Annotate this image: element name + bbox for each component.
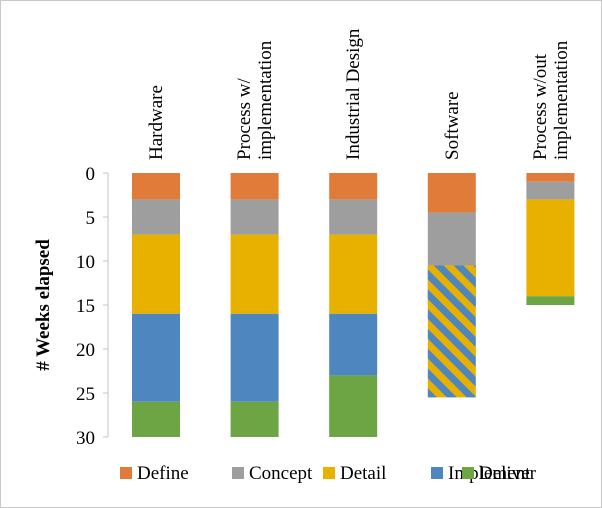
bar-segment-concept — [230, 199, 279, 235]
bar-segment-concept — [526, 181, 575, 200]
y-tick-label: 10 — [76, 252, 95, 273]
bar-segment-define — [526, 173, 575, 182]
bar-segment-concept — [329, 199, 378, 235]
bar-segment-deliver — [132, 401, 180, 437]
bar-segment-implement — [329, 313, 378, 376]
bar-segment-detail — [132, 234, 180, 314]
bar-segment-deliver — [329, 375, 378, 437]
legend-label-deliver: Deliver — [479, 463, 537, 484]
legend-label-concept: Concept — [249, 463, 313, 484]
y-tick-label: 15 — [76, 296, 95, 317]
y-axis-title: # Weeks elapsed — [33, 239, 54, 371]
y-tick-label: 30 — [76, 428, 95, 449]
legend-label-detail: Detail — [340, 463, 386, 484]
bar-segment-detail — [526, 199, 575, 297]
legend-swatch-define — [120, 467, 132, 479]
bar-segment-implement — [132, 313, 180, 402]
category-label: Industrial Design — [343, 28, 364, 160]
legend-swatch-implement — [431, 467, 443, 479]
category-label: Process w/out — [530, 53, 551, 160]
y-tick-label: 5 — [86, 208, 96, 229]
bar-segment-striped — [427, 265, 476, 398]
bar-segment-concept — [132, 199, 180, 235]
category-label: Hardware — [146, 85, 167, 160]
bar-segment-define — [329, 173, 378, 200]
y-tick-label: 20 — [76, 340, 95, 361]
bar-segment-implement — [230, 313, 279, 402]
category-label: implementation — [551, 40, 572, 160]
bar-segment-define — [427, 173, 476, 213]
bar-segment-detail — [230, 234, 279, 314]
category-label: implementation — [255, 40, 276, 160]
category-label: Process w/ — [234, 77, 255, 160]
legend-label-define: Define — [137, 463, 189, 484]
bar-segment-deliver — [230, 401, 279, 437]
y-tick-label: 0 — [86, 164, 96, 185]
legend-swatch-deliver — [462, 467, 474, 479]
category-label: Software — [442, 91, 463, 160]
bar-segment-detail — [329, 234, 378, 314]
legend-swatch-detail — [323, 467, 335, 479]
legend-swatch-concept — [232, 467, 244, 479]
y-tick-label: 25 — [76, 384, 95, 405]
bar-segment-define — [230, 173, 279, 200]
bar-segment-deliver — [526, 296, 575, 305]
bar-segment-concept — [427, 212, 476, 266]
bar-segment-define — [132, 173, 180, 200]
